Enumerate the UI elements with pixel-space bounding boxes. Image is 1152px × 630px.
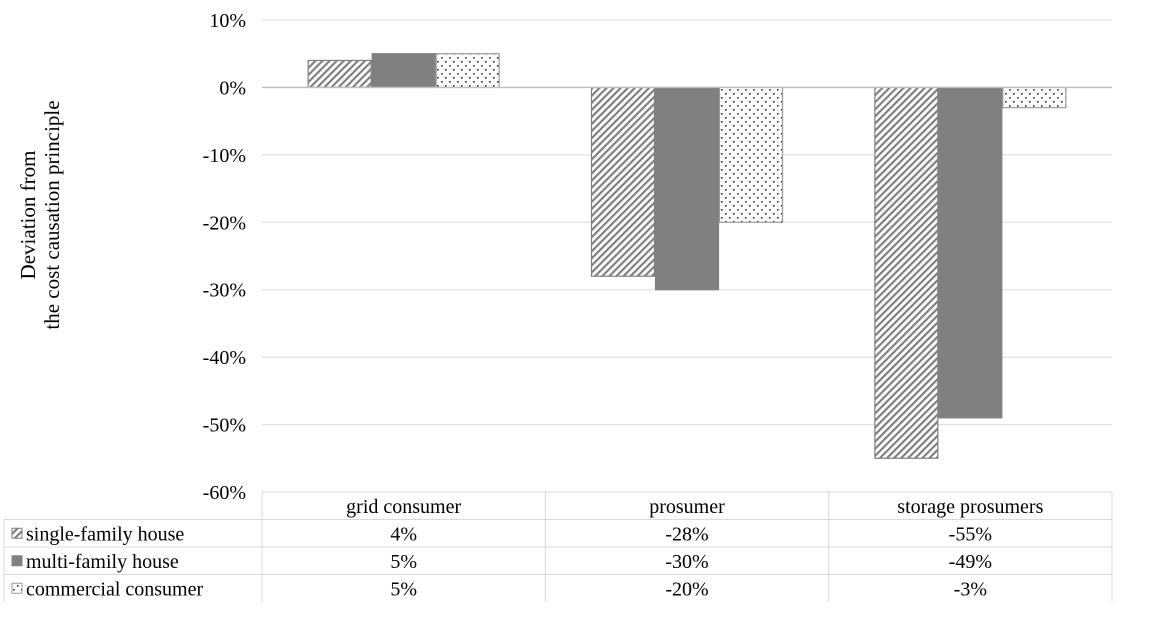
data-label: -28% bbox=[665, 523, 708, 545]
data-label: 4% bbox=[390, 523, 417, 545]
bar-hatch-1 bbox=[590, 86, 656, 277]
y-tick-label: 0% bbox=[219, 77, 246, 99]
y-tick-label: -50% bbox=[203, 415, 246, 437]
bar-hatch-2 bbox=[874, 86, 939, 459]
legend-key-dots bbox=[11, 582, 23, 594]
bar-solid-2 bbox=[938, 86, 1003, 419]
y-tick-labels: 10% 0% -10% -20% -30% -40% -50% -60% bbox=[203, 10, 246, 504]
series-name: commercial consumer bbox=[26, 578, 203, 600]
data-table: grid consumer prosumer storage prosumers si… bbox=[3, 491, 1113, 602]
legend-key-hatch bbox=[11, 527, 23, 539]
y-tick-label: -60% bbox=[203, 482, 246, 504]
y-tick-label: 10% bbox=[209, 10, 246, 32]
category-label: storage prosumers bbox=[897, 496, 1043, 518]
data-label: 5% bbox=[390, 578, 417, 600]
data-label: 5% bbox=[390, 551, 417, 573]
y-tick-label: -30% bbox=[203, 280, 246, 302]
y-tick-label: -40% bbox=[203, 347, 246, 369]
bar-dots-0 bbox=[435, 53, 500, 89]
data-label: -20% bbox=[665, 578, 708, 600]
y-tick-label: -10% bbox=[203, 145, 246, 167]
data-label: -49% bbox=[949, 551, 992, 573]
y-tick-label: -20% bbox=[203, 212, 246, 234]
series-name: single-family house bbox=[26, 523, 184, 545]
data-label: -3% bbox=[954, 578, 987, 600]
bars bbox=[262, 53, 1112, 459]
data-label: -30% bbox=[665, 551, 708, 573]
series-name: multi-family house bbox=[26, 551, 179, 573]
category-label: grid consumer bbox=[346, 496, 461, 518]
legend-key-solid bbox=[11, 555, 23, 567]
category-label: prosumer bbox=[649, 496, 725, 518]
bar-hatch-0 bbox=[307, 59, 372, 89]
data-label: -55% bbox=[949, 523, 992, 545]
bar-dots-1 bbox=[718, 86, 784, 223]
bar-dots-2 bbox=[1002, 86, 1067, 109]
bar-solid-0 bbox=[371, 53, 436, 89]
bar-solid-1 bbox=[654, 86, 720, 291]
